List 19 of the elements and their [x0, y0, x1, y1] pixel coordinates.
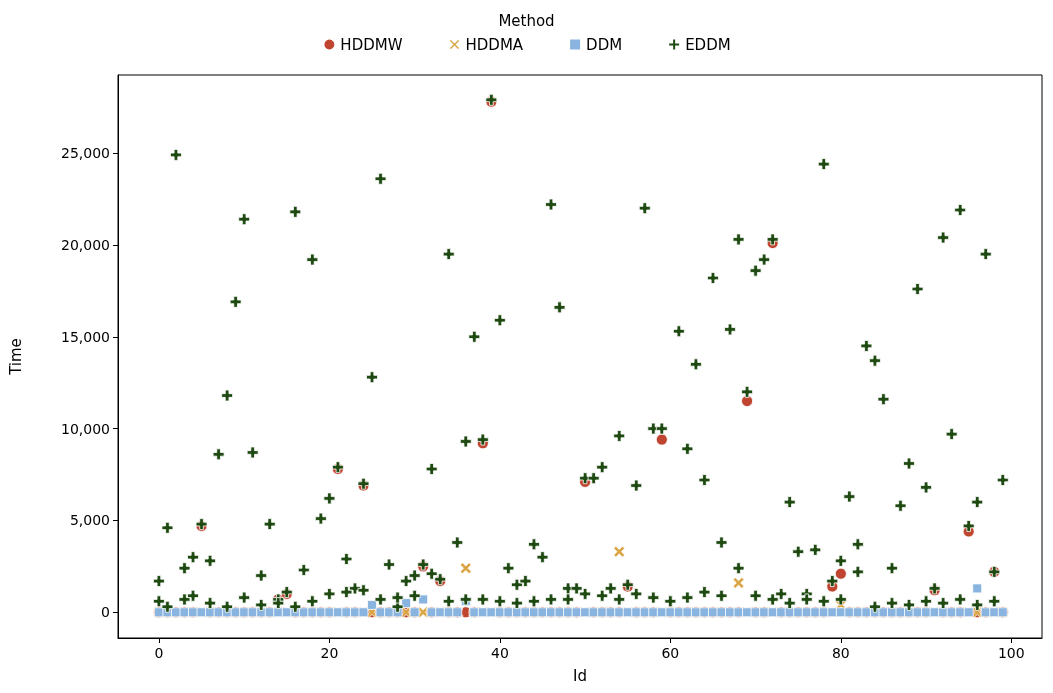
y-tick-label: 0	[101, 604, 110, 621]
x-tick-label: 60	[661, 645, 680, 661]
legend-label: EDDM	[685, 35, 731, 54]
x-axis-title: Id	[573, 666, 587, 685]
x-tick-label: 20	[320, 645, 339, 661]
y-tick-label: 5,000	[69, 512, 110, 529]
legend-title: Method	[498, 11, 555, 30]
y-tick-label: 20,000	[61, 236, 110, 253]
y-axis-title: Time	[6, 338, 25, 376]
x-tick-label: 80	[831, 645, 850, 661]
y-tick-label: 25,000	[61, 145, 110, 162]
x-tick-label: 100	[997, 645, 1025, 661]
y-tick-label: 10,000	[61, 420, 110, 437]
x-tick-label: 0	[154, 645, 164, 661]
x-tick-label: 40	[490, 645, 509, 661]
legend-label: HDDMA	[465, 35, 524, 54]
legend-label: DDM	[586, 35, 623, 54]
legend-label: HDDMW	[340, 35, 403, 54]
y-tick-label: 15,000	[61, 328, 110, 345]
